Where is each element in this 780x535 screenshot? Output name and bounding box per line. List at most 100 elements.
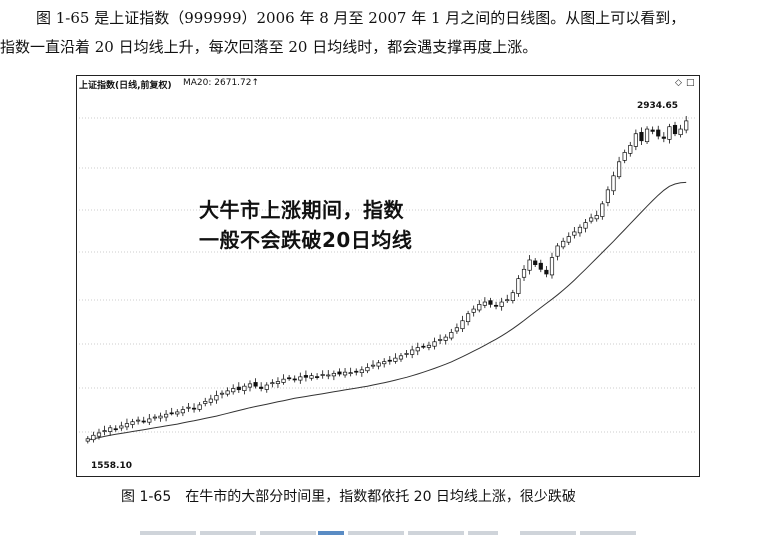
candle-body <box>410 349 415 355</box>
candle-body <box>471 308 476 313</box>
candle-body <box>477 304 482 311</box>
candle-body <box>538 262 543 270</box>
candle-body <box>644 128 650 143</box>
candle-body <box>493 304 499 307</box>
candle-body <box>533 260 538 265</box>
candle-body <box>605 189 610 203</box>
candle-body <box>499 301 504 307</box>
candle-body <box>482 301 487 306</box>
candle-body <box>108 427 113 432</box>
page-thumb-active[interactable] <box>318 531 344 535</box>
candle-body <box>398 355 404 360</box>
candle-body <box>438 339 443 341</box>
candle-body <box>432 341 437 347</box>
candle-body <box>287 377 292 380</box>
candle-body <box>449 332 454 339</box>
candle-body <box>298 376 303 381</box>
candle-body <box>382 361 387 365</box>
page-thumb-2[interactable] <box>200 531 256 535</box>
ma20-arrow-icon: ↑ <box>251 78 260 88</box>
candle-body <box>320 374 325 376</box>
candle-body <box>292 378 297 381</box>
candle-body <box>516 278 521 294</box>
candle-body <box>521 268 527 278</box>
page-thumb-3[interactable] <box>260 531 316 535</box>
candles <box>85 115 689 444</box>
diamond-icon[interactable]: ◇ <box>675 78 682 88</box>
candle-body <box>387 359 392 362</box>
candle-body <box>617 161 622 178</box>
page-thumb-9[interactable] <box>580 531 636 535</box>
candle-body <box>315 376 320 378</box>
candle-body <box>549 257 555 276</box>
candle-body <box>404 353 409 355</box>
candle-body <box>505 299 510 302</box>
candle-body <box>600 203 605 217</box>
candle-body <box>337 371 342 375</box>
candle-body <box>208 398 213 403</box>
page-thumb-6[interactable] <box>408 531 464 535</box>
page-thumb-8[interactable] <box>520 531 576 535</box>
candle-body <box>421 345 426 348</box>
candle-body <box>219 392 225 395</box>
candle-body <box>628 145 633 154</box>
candle-body <box>633 133 638 147</box>
candle-body <box>443 336 448 341</box>
candle-body <box>342 371 348 376</box>
ma20-readout: MA20: 2671.72↑ <box>183 78 259 88</box>
chart-plot-area: 2934.65 1558.10 <box>79 101 697 471</box>
candle-body <box>426 344 432 348</box>
candle-body <box>510 292 515 301</box>
paragraph-line-2: 指数一直沿着 20 日均线上升，每次回落至 20 日均线时，都会遇支撑再度上涨。 <box>0 38 538 56</box>
candle-body <box>561 240 566 248</box>
candle-body <box>236 386 241 391</box>
candle-body <box>611 175 616 192</box>
candle-body <box>169 412 174 415</box>
candle-body <box>242 385 247 391</box>
candle-body <box>214 395 219 401</box>
candle-body <box>656 129 661 137</box>
candle-body <box>460 320 465 330</box>
candle-body <box>650 129 655 132</box>
candle-body <box>309 375 314 379</box>
candle-body <box>393 357 398 362</box>
candle-body <box>326 374 331 377</box>
candle-body <box>259 386 264 389</box>
candle-body <box>544 269 549 275</box>
stock-chart-figure: 上证指数(日线,前复权) MA20: 2671.72↑ ◇ □ 2934.65 … <box>76 75 700 477</box>
candle-body <box>91 434 96 441</box>
candle-body <box>454 327 459 332</box>
page-thumb-7[interactable] <box>468 531 498 535</box>
candle-body <box>348 372 353 374</box>
candle-body <box>264 384 269 390</box>
candle-body <box>555 245 560 257</box>
candle-body <box>583 222 588 229</box>
ma20-value: MA20: 2671.72 <box>183 78 252 88</box>
candle-body <box>253 382 258 387</box>
candle-body <box>102 430 107 432</box>
candle-body <box>303 375 308 378</box>
candle-body <box>141 420 146 423</box>
candle-body <box>119 425 124 429</box>
candle-body <box>370 364 376 367</box>
candle-body <box>175 411 180 415</box>
candle-body <box>672 124 678 135</box>
candle-body <box>359 369 364 373</box>
candle-body <box>197 404 202 410</box>
low-label: 1558.10 <box>91 461 132 471</box>
candle-body <box>594 215 599 220</box>
chart-title: 上证指数(日线,前复权) <box>79 81 172 91</box>
page-thumb-5[interactable] <box>348 531 404 535</box>
candle-body <box>365 367 370 372</box>
candle-body <box>186 406 191 409</box>
square-icon[interactable]: □ <box>686 78 695 88</box>
paragraph-line-1: 图 1-65 是上证指数（999999）2006 年 8 月至 2007 年 1… <box>36 9 686 27</box>
candle-body <box>231 388 236 393</box>
candle-body <box>684 120 689 131</box>
candle-body <box>85 438 90 442</box>
candle-body <box>639 131 644 142</box>
page-thumb-1[interactable] <box>140 531 196 535</box>
candle-body <box>270 382 275 385</box>
candle-body <box>661 136 666 139</box>
candle-body <box>164 413 169 418</box>
